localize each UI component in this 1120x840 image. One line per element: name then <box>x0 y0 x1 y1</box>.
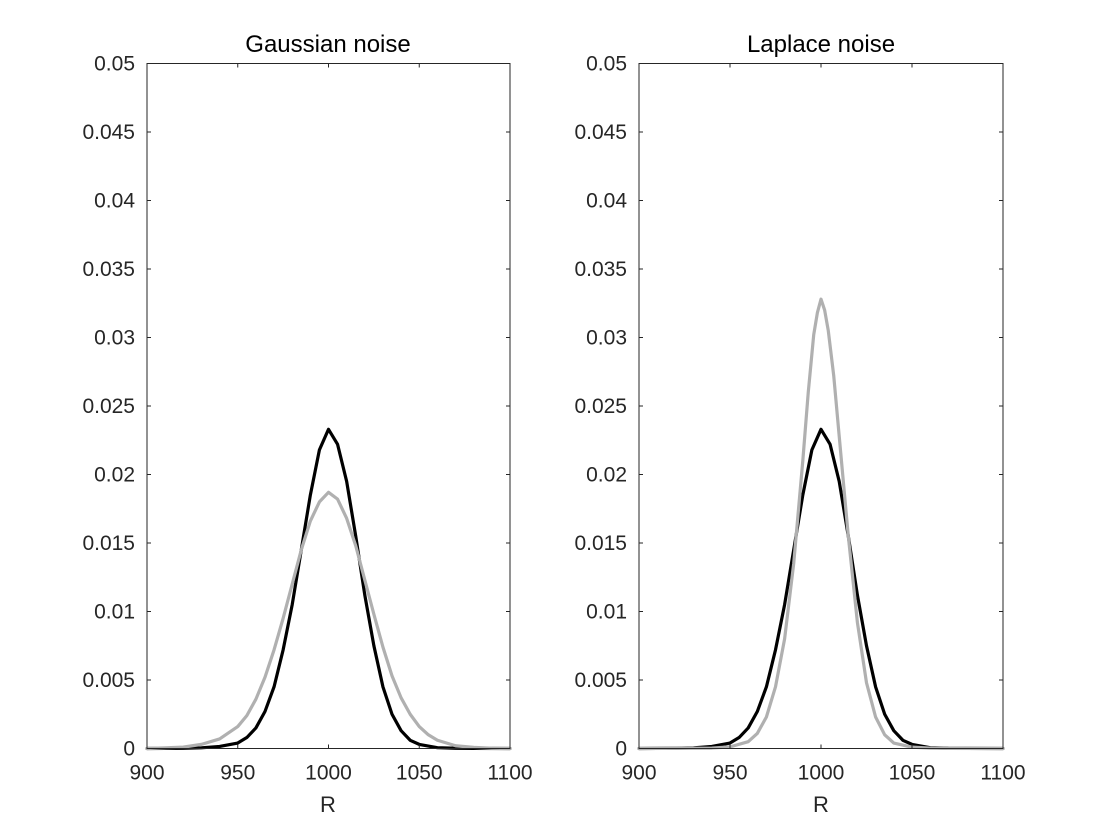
x-axis-label: R <box>320 792 336 817</box>
series-line-black <box>637 427 1005 751</box>
y-tick-label: 0.02 <box>586 464 627 487</box>
x-tick-label: 1100 <box>980 762 1025 785</box>
y-tick-label: 0.045 <box>82 121 135 144</box>
series-group <box>637 297 1005 751</box>
x-tick-label: 1000 <box>305 762 352 785</box>
y-tick-label: 0.03 <box>586 327 627 350</box>
y-tick-label: 0.035 <box>574 258 627 281</box>
y-tick-label: 0.01 <box>586 601 627 624</box>
series-line-black <box>145 427 512 751</box>
y-tick-label: 0.005 <box>82 669 135 692</box>
axes-frame <box>638 63 1004 749</box>
y-tick-label: 0.02 <box>94 464 135 487</box>
y-tick-label: 0.04 <box>94 190 135 213</box>
x-tick-label: 1050 <box>889 762 936 785</box>
y-tick-label: 0.015 <box>574 532 627 555</box>
axes-frame <box>146 63 511 749</box>
y-tick-label: 0 <box>615 738 627 761</box>
y-tick-label: 0.01 <box>94 601 135 624</box>
series-line-gray <box>637 297 1005 751</box>
y-tick-label: 0.015 <box>82 532 135 555</box>
ticks-group: 900 950 1000 1050 1100 0 0.005 0.01 0.015 0.02 0.0… <box>82 53 532 785</box>
x-tick-label: 1000 <box>798 762 845 785</box>
y-tick-label: 0.05 <box>586 53 627 76</box>
x-tick-label: 900 <box>621 762 656 785</box>
x-tick-label: 1050 <box>396 762 443 785</box>
series-group <box>145 427 512 751</box>
y-tick-label: 0.03 <box>94 327 135 350</box>
y-tick-label: 0 <box>123 738 135 761</box>
y-tick-label: 0.035 <box>82 258 135 281</box>
plot-title-gaussian: Gaussian noise <box>245 31 410 58</box>
plot-title-laplace: Laplace noise <box>747 31 895 58</box>
laplace-noise-plot: Laplace noise 900 950 1000 1050 1100 0 0.005 0.… <box>574 31 1025 817</box>
x-axis-label: R <box>813 792 829 817</box>
y-tick-label: 0.025 <box>574 395 627 418</box>
x-tick-label: 1100 <box>487 762 532 785</box>
y-tick-label: 0.045 <box>574 121 627 144</box>
x-tick-label: 950 <box>712 762 747 785</box>
y-tick-label: 0.05 <box>94 53 135 76</box>
y-tick-label: 0.04 <box>586 190 627 213</box>
ticks-group: 900 950 1000 1050 1100 0 0.005 0.01 0.015 0.02 0.0… <box>574 53 1025 785</box>
y-tick-label: 0.005 <box>574 669 627 692</box>
y-tick-label: 0.025 <box>82 395 135 418</box>
series-line-gray <box>145 490 512 751</box>
x-tick-label: 950 <box>220 762 255 785</box>
x-tick-label: 900 <box>129 762 164 785</box>
gaussian-noise-plot: Gaussian noise 900 950 1000 1050 1100 0 0.005 0… <box>82 31 532 817</box>
